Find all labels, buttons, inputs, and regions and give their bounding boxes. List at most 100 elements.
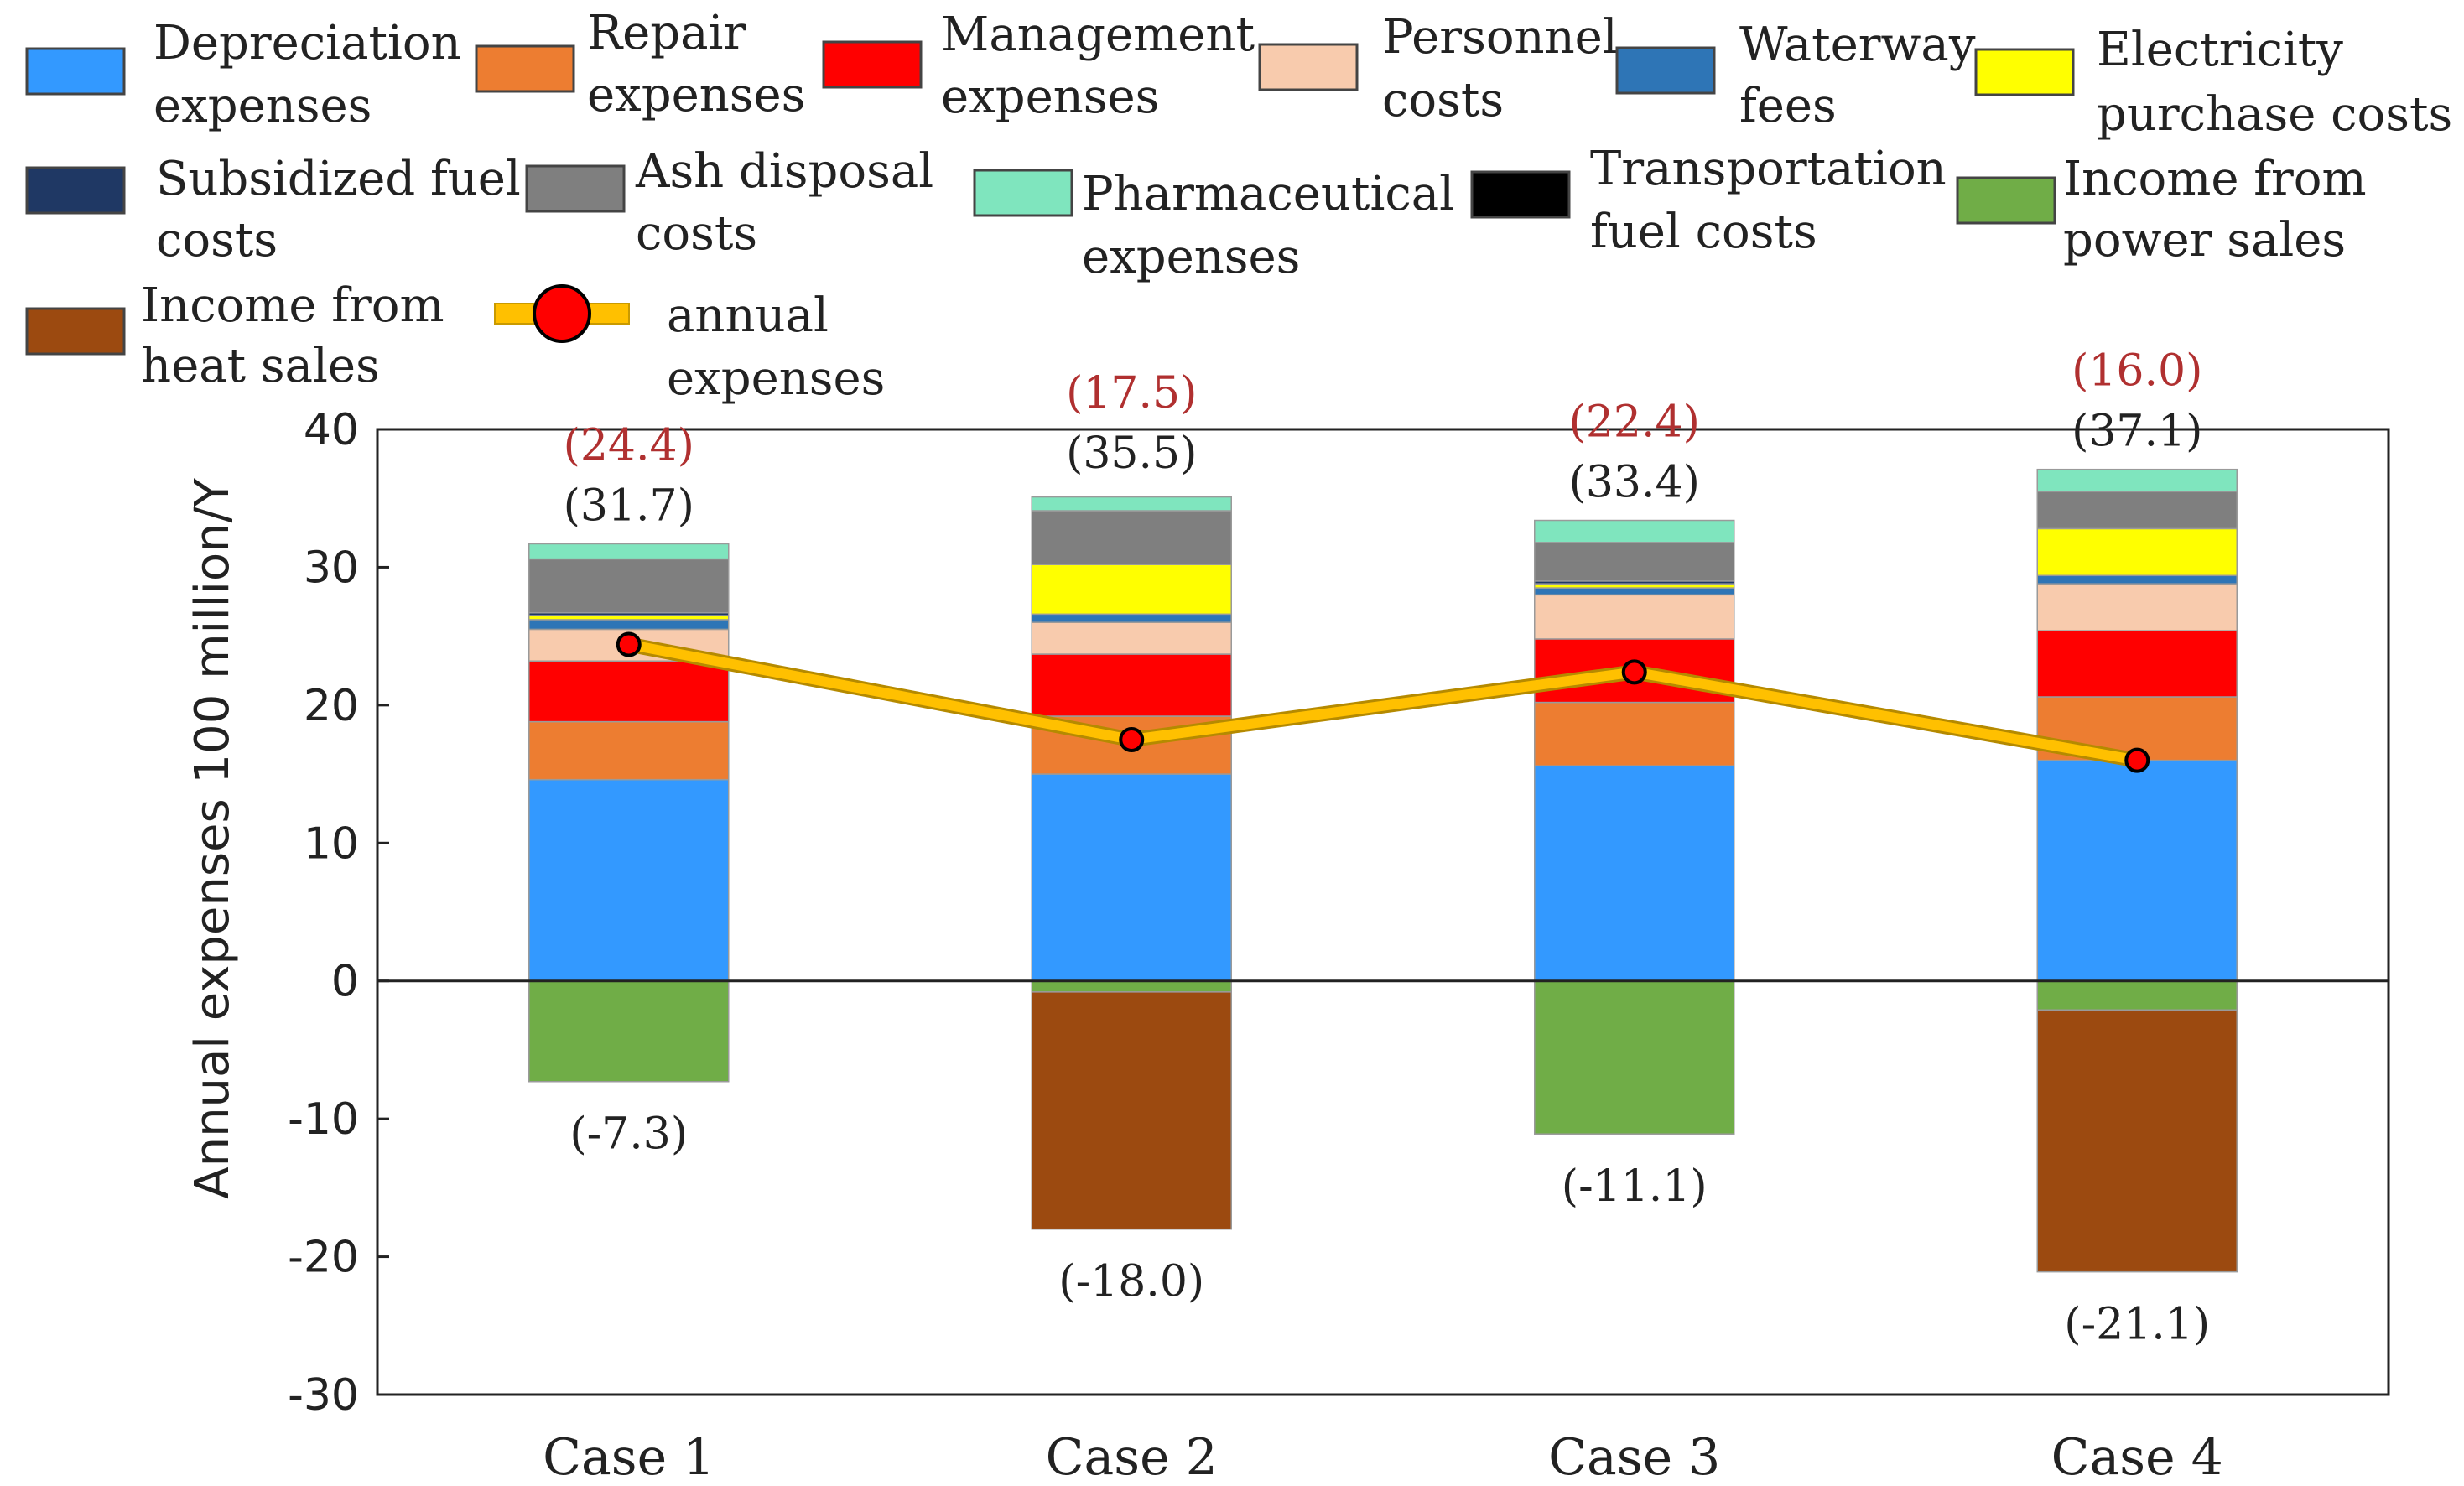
bar-income-from-power-sales-case-4	[2036, 979, 2238, 1011]
bar-pharmaceutical-expenses-case-3	[1534, 519, 1735, 543]
bar-personnel-costs-case-3	[1534, 594, 1735, 640]
annual-expenses-point-case-3	[1621, 659, 1647, 685]
legend-swatch-subsidized-fuel-costs	[25, 166, 126, 215]
legend-item-electricity-purchase-costs: Electricity purchase costs	[1974, 23, 2452, 142]
bar-ash-disposal-costs-case-4	[2036, 491, 2238, 530]
y-tick-label: 30	[304, 543, 359, 593]
bar-income-from-heat-sales-case-4	[2036, 1009, 2238, 1273]
bar-waterway-fees-case-2	[1031, 613, 1232, 623]
bar-repair-expenses-case-1	[528, 720, 730, 781]
bar-repair-expenses-case-3	[1534, 701, 1735, 766]
legend-item-depreciation-expenses: Depreciation expenses	[25, 16, 461, 133]
total-label-case-3: (33.4)	[1569, 458, 1700, 508]
legend-marker-icon	[533, 284, 591, 343]
legend-label-waterway-fees: Waterway fees	[1739, 18, 1976, 133]
legend-swatch-ash-disposal-costs	[525, 164, 626, 213]
net-label-case-3: (22.4)	[1569, 397, 1700, 448]
total-label-case-4: (37.1)	[2072, 407, 2202, 457]
legend-item-waterway-fees: Waterway fees	[1615, 18, 1976, 133]
plot-frame	[376, 428, 2390, 1396]
legend-label-management-expenses: Management expenses	[941, 8, 1255, 124]
bar-ash-disposal-costs-case-3	[1534, 542, 1735, 582]
annual-expenses-point-case-4	[2124, 747, 2150, 773]
legend-item-personnel-costs: Personnel costs	[1258, 10, 1618, 127]
legend-swatch-depreciation-expenses	[25, 47, 126, 96]
bar-depreciation-expenses-case-2	[1031, 773, 1232, 982]
legend-label-subsidized-fuel-costs: Subsidized fuel costs	[156, 152, 521, 268]
total-label-case-2: (35.5)	[1066, 429, 1197, 479]
y-tick-label: -30	[288, 1370, 359, 1421]
annual-expenses-point-case-1	[616, 631, 642, 657]
bar-income-from-heat-sales-case-2	[1031, 991, 1232, 1230]
legend-label-transportation-fuel-costs: Transportation fuel costs	[1590, 142, 1947, 259]
legend-item-pharmaceutical-expenses: Pharmaceutical expenses	[973, 167, 1454, 284]
y-tick-label: -10	[288, 1094, 359, 1145]
annual-expenses-point-case-2	[1119, 726, 1145, 752]
y-tick-label: -20	[288, 1233, 359, 1283]
bar-depreciation-expenses-case-4	[2036, 759, 2238, 982]
total-label-case-1: (31.7)	[564, 481, 694, 531]
legend-label-income-from-power-sales: Income from power sales	[2063, 152, 2367, 268]
bar-ash-disposal-costs-case-2	[1031, 510, 1232, 565]
bar-pharmaceutical-expenses-case-4	[2036, 468, 2238, 492]
bar-management-expenses-case-1	[528, 660, 730, 723]
y-tick-label: 20	[304, 681, 359, 731]
legend-item-transportation-fuel-costs: Transportation fuel costs	[1470, 142, 1947, 259]
net-label-case-1: (24.4)	[564, 420, 694, 470]
legend-swatch-repair-expenses	[475, 44, 575, 93]
bar-pharmaceutical-expenses-case-1	[528, 543, 730, 560]
bar-income-from-power-sales-case-1	[528, 979, 730, 1083]
bar-electricity-purchase-costs-case-2	[1031, 564, 1232, 616]
bar-personnel-costs-case-2	[1031, 621, 1232, 655]
legend-label-electricity-purchase-costs: Electricity purchase costs	[2097, 23, 2452, 142]
legend-item-management-expenses: Management expenses	[822, 8, 1255, 124]
legend-item-income-from-heat-sales: Income from heat sales	[25, 278, 444, 393]
net-label-case-4: (16.0)	[2072, 346, 2202, 397]
negative-label-case-1: (-7.3)	[569, 1109, 688, 1160]
negative-label-case-4: (-21.1)	[2064, 1300, 2210, 1350]
legend: Depreciation expenses Repair expenses Manage…	[25, 6, 2452, 406]
legend-item-repair-expenses: Repair expenses	[475, 6, 805, 122]
bar-pharmaceutical-expenses-case-2	[1031, 496, 1232, 512]
legend-swatch-waterway-fees	[1615, 46, 1716, 95]
x-tick-label-case-1: Case 1	[543, 1428, 715, 1486]
negative-label-case-3: (-11.1)	[1562, 1161, 1708, 1212]
y-axis-label: Annual expenses 100 million/Y	[185, 477, 240, 1198]
legend-label-repair-expenses: Repair expenses	[587, 6, 805, 122]
legend-label-personnel-costs: Personnel costs	[1382, 10, 1618, 127]
bar-management-expenses-case-2	[1031, 653, 1232, 717]
legend-label-annual-expenses: annual expenses	[667, 288, 885, 406]
legend-swatch-pharmaceutical-expenses	[973, 169, 1073, 217]
legend-swatch-income-from-power-sales	[1956, 176, 2056, 225]
net-label-case-2: (17.5)	[1066, 368, 1197, 418]
legend-label-income-from-heat-sales: Income from heat sales	[141, 278, 444, 393]
legend-label-depreciation-expenses: Depreciation expenses	[153, 16, 461, 133]
x-tick-label-case-3: Case 3	[1548, 1428, 1720, 1486]
bar-income-from-power-sales-case-3	[1534, 979, 1735, 1135]
legend-swatch-electricity-purchase-costs	[1974, 48, 2075, 96]
bar-management-expenses-case-4	[2036, 630, 2238, 698]
bar-ash-disposal-costs-case-1	[528, 558, 730, 614]
plot-area: 40 30 20 10 0 -10 -20 -30 (31.7) (24.4) (-7.3) Case…	[288, 346, 2390, 1486]
legend-item-income-from-power-sales: Income from power sales	[1956, 152, 2367, 268]
x-tick-label-case-2: Case 2	[1046, 1428, 1218, 1486]
bar-waterway-fees-case-3	[1534, 587, 1735, 596]
x-tick-label-case-4: Case 4	[2051, 1428, 2223, 1486]
legend-item-annual-expenses: annual expenses	[494, 284, 885, 406]
annual-expenses-line	[627, 639, 2139, 766]
bar-waterway-fees-case-1	[528, 619, 730, 631]
legend-item-subsidized-fuel-costs: Subsidized fuel costs	[25, 152, 521, 268]
y-tick-label: 0	[331, 957, 359, 1007]
legend-item-ash-disposal-costs: Ash disposal costs	[525, 144, 933, 261]
bar-income-from-power-sales-case-2	[1031, 979, 1232, 993]
legend-swatch-income-from-heat-sales	[25, 307, 126, 356]
negative-label-case-2: (-18.0)	[1058, 1257, 1204, 1307]
legend-label-ash-disposal-costs: Ash disposal costs	[635, 144, 933, 261]
bar-electricity-purchase-costs-case-4	[2036, 527, 2238, 577]
legend-swatch-management-expenses	[822, 40, 923, 89]
y-tick-label: 10	[304, 818, 359, 869]
bar-waterway-fees-case-4	[2036, 574, 2238, 585]
bar-depreciation-expenses-case-3	[1534, 765, 1735, 982]
bar-depreciation-expenses-case-1	[528, 778, 730, 982]
